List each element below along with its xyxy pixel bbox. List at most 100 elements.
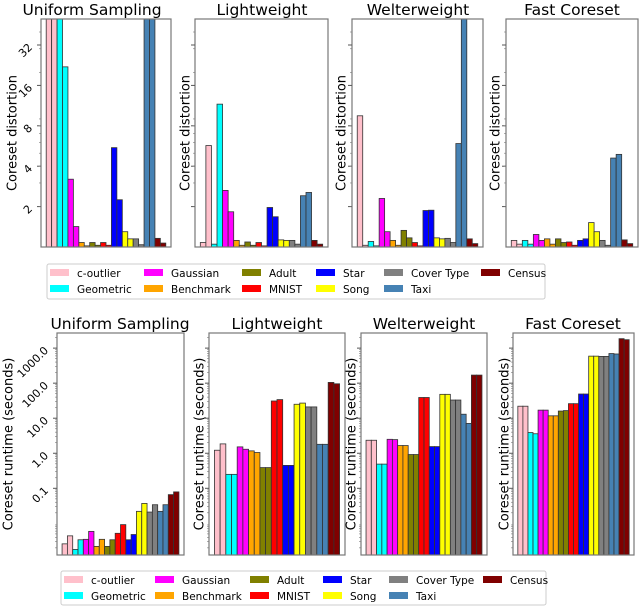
bar-taxi-2 — [322, 443, 329, 555]
legend-label: Geometric — [77, 284, 132, 296]
bar-song-1 — [433, 237, 440, 247]
bar-cover-type-2 — [449, 242, 457, 247]
bar-star-1 — [111, 147, 118, 247]
bar-taxi-1 — [460, 413, 467, 555]
bar-census-2 — [159, 242, 167, 247]
legend-item: c-outlier — [50, 268, 121, 280]
panel-title: Welterweight — [373, 315, 476, 333]
bar-star-1 — [428, 446, 435, 555]
legend-label: Adult — [277, 575, 304, 587]
legend-item: Taxi — [384, 284, 431, 296]
bar-mnist-2 — [276, 399, 284, 555]
bar-cover-type-1 — [599, 239, 606, 247]
bar-taxi-2 — [460, 19, 468, 247]
legend-label: Star — [343, 268, 365, 280]
bar-geometric-2 — [62, 66, 69, 247]
legend-box — [46, 263, 546, 300]
bar-benchmark-2 — [552, 415, 559, 555]
legend-label: MNIST — [277, 591, 311, 603]
bar-benchmark-1 — [544, 238, 551, 247]
bar-benchmark-1 — [248, 450, 255, 555]
bar-star-1 — [282, 465, 289, 555]
legend-swatch — [155, 576, 174, 583]
legend-label: c-outlier — [77, 268, 121, 280]
bar-mnist-1 — [411, 242, 418, 247]
bar-song-2 — [439, 238, 446, 247]
bar-taxi-2 — [465, 423, 472, 555]
legend-item: Taxi — [389, 591, 436, 603]
bar-adult-2 — [413, 454, 420, 555]
bar-taxi-1 — [300, 195, 307, 247]
bar-adult-1 — [407, 454, 414, 555]
bar-c-outlier-1 — [61, 543, 68, 555]
y-tick-label: 32 — [16, 41, 35, 60]
bar-gaussian-2 — [538, 239, 545, 247]
y-tick-label: 4 — [21, 162, 35, 176]
legend-label: Gaussian — [171, 268, 219, 280]
bar-adult-1 — [557, 410, 564, 555]
bar-song-1 — [136, 510, 143, 555]
y-axis-label: Coreset runtime (seconds) — [498, 358, 513, 531]
legend-swatch — [316, 285, 335, 292]
y-tick-label: 2 — [21, 203, 35, 217]
panel-0-1: Lightweight Coreset distortion — [179, 1, 329, 248]
bar-star-1 — [577, 239, 584, 247]
bar-benchmark-1 — [547, 415, 554, 555]
legend-swatch — [250, 576, 269, 583]
bars — [365, 374, 483, 555]
panel-title: Uniform Sampling — [22, 1, 161, 19]
bar-mnist-2 — [573, 403, 579, 555]
bar-taxi-1 — [143, 19, 150, 247]
legend-swatch — [144, 269, 163, 276]
bar-star-2 — [434, 446, 441, 555]
bar-gaussian-1 — [537, 409, 544, 555]
legend-swatch — [50, 269, 69, 276]
bar-benchmark-1 — [233, 239, 240, 247]
bar-star-2 — [116, 199, 123, 247]
panel-title: Lightweight — [232, 315, 323, 333]
bar-cover-type-2 — [151, 504, 159, 555]
legend-label: Song — [343, 284, 369, 296]
bar-song-1 — [277, 239, 285, 247]
bar-geometric-1 — [521, 239, 529, 247]
y-tick-label: 10.0 — [25, 414, 52, 441]
legend-swatch — [384, 269, 403, 276]
bar-gaussian-1 — [236, 446, 244, 555]
bar-mnist-1 — [568, 403, 574, 555]
panel-1-1: Lightweight Coreset runtime (seconds) — [193, 315, 346, 556]
bars — [214, 382, 340, 555]
bar-gaussian-2 — [227, 211, 235, 247]
bar-taxi-2 — [162, 504, 169, 555]
legend-item: Song — [323, 591, 376, 603]
legend-label: Cover Type — [411, 268, 469, 280]
bar-benchmark-1 — [78, 242, 85, 247]
legend-item: Cover Type — [389, 575, 474, 587]
bar-geometric-2 — [381, 463, 388, 555]
bar-gaussian-2 — [391, 439, 399, 555]
axes-frame — [40, 18, 172, 248]
bar-census-1 — [621, 239, 628, 247]
bar-star-2 — [272, 216, 279, 247]
axes-frame — [56, 332, 185, 556]
legend-item: MNIST — [250, 591, 311, 603]
bar-c-outlier-1 — [199, 242, 207, 247]
bar-star-1 — [578, 393, 585, 555]
bar-star-2 — [130, 534, 137, 555]
bar-taxi-2 — [613, 353, 620, 555]
bar-c-outlier-2 — [66, 535, 74, 555]
bars — [45, 19, 167, 247]
legend-swatch — [242, 285, 261, 292]
bar-song-1 — [293, 403, 301, 555]
bar-star-1 — [266, 207, 274, 247]
panel-0-2: Welterweight Coreset distortion — [335, 1, 484, 248]
y-tick-label: 1000.0 — [15, 344, 51, 380]
bar-cover-type-1 — [444, 237, 451, 247]
bar-gaussian-2 — [542, 409, 549, 555]
bar-song-2 — [283, 239, 290, 247]
bar-song-2 — [299, 402, 306, 555]
bar-cover-type-1 — [598, 356, 605, 555]
bar-census-1 — [154, 237, 161, 247]
legend-label: Taxi — [415, 591, 436, 603]
legend-swatch — [389, 592, 408, 599]
